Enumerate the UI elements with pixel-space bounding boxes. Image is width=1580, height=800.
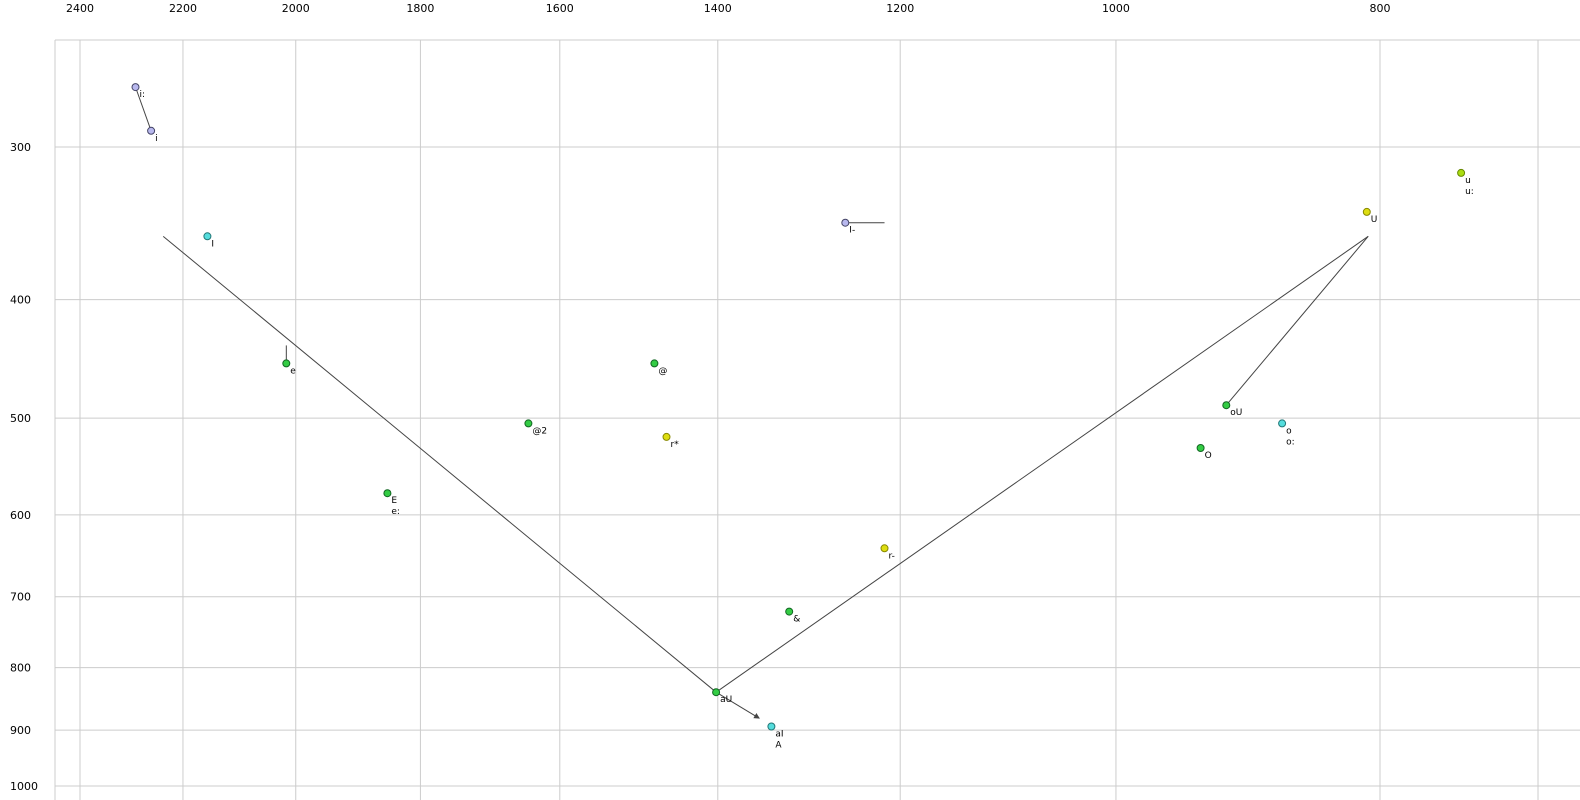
y-tick-label: 1000 [10,780,38,793]
vowel-label-secondary: o: [1286,437,1295,447]
vowel-label-secondary: u: [1465,187,1474,197]
x-tick-label: 1000 [1102,2,1130,15]
vowel-point-9[interactable] [712,688,721,697]
vowel-label: E [391,496,397,506]
vowel-label: oU [1230,408,1242,418]
vowel-label: I [211,239,214,249]
vowel-label: U [1371,215,1378,225]
y-tick-label: 600 [10,509,31,522]
gridlines [54,39,1580,800]
x-tick-label: 1600 [546,2,574,15]
y-tick-label: 400 [10,294,31,307]
segment-envelope-right [715,235,1369,693]
x-tick-label: 1200 [886,2,914,15]
y-tick-label: 900 [10,724,31,737]
vowel-label-secondary: e: [391,507,400,517]
vowel-label: u [1465,176,1471,186]
vowel-label: i [155,134,158,144]
segments [135,86,1369,719]
vowel-label-secondary: A [775,741,782,751]
x-tick-label: 1800 [406,2,434,15]
vowel-label: I- [849,226,855,236]
x-tick-label: 2400 [66,2,94,15]
vowel-point-10[interactable] [767,722,776,731]
y-tick-label: 800 [10,662,31,675]
vowel-point-8[interactable] [662,432,671,441]
vowel-point-15[interactable] [1222,401,1231,410]
vowel-label: @2 [532,426,547,436]
vowel-point-14[interactable] [1196,444,1205,452]
vowel-point-18[interactable] [1457,168,1466,177]
vowel-point-7[interactable] [650,359,659,368]
vowel-point-3[interactable] [203,232,212,241]
vowel-point-6[interactable] [524,419,533,428]
segment-envelope-ou-branch [1225,236,1369,406]
segment-envelope-left [162,235,717,693]
x-tick-label: 2000 [282,2,310,15]
x-tick-label: 2200 [169,2,197,15]
vowel-label: aI [775,730,783,740]
vowel-point-16[interactable] [1278,419,1287,428]
vowel-point-2[interactable] [147,126,156,135]
vowel-point-13[interactable] [880,544,889,553]
segment-i-long-to-i [135,86,152,132]
vowel-point-12[interactable] [841,218,850,227]
vowel-label: r- [889,551,895,561]
x-tick-label: 1400 [704,2,732,15]
vowel-label: aU [720,695,732,705]
vowel-label: i: [140,90,146,100]
vowel-point-1[interactable] [131,83,140,92]
vowel-label: @ [658,366,667,376]
vowel-point-5[interactable] [383,489,392,498]
y-tick-label: 700 [10,591,31,604]
y-tick-label: 300 [10,141,31,154]
vowel-label: o [1286,426,1292,436]
vowel-point-17[interactable] [1362,207,1371,216]
vowel-label: r* [671,440,680,450]
axis-labels: 2400 2200 2000 1800 1600 1400 1200 1000 800 300 40… [10,2,1391,793]
vowel-label: & [793,615,800,625]
x-tick-label: 800 [1370,2,1391,15]
points: i: i Ie Ee: @2 @ r* aU aIA & I-r- OoU oo: Uuu: [131,83,1474,751]
y-tick-label: 500 [10,412,31,425]
segment-au-to-ai [715,691,760,719]
vowel-label: O [1205,451,1212,461]
vowel-label: e [290,366,296,376]
vowel-point-11[interactable] [785,607,794,616]
vowel-point-4[interactable] [282,359,291,368]
